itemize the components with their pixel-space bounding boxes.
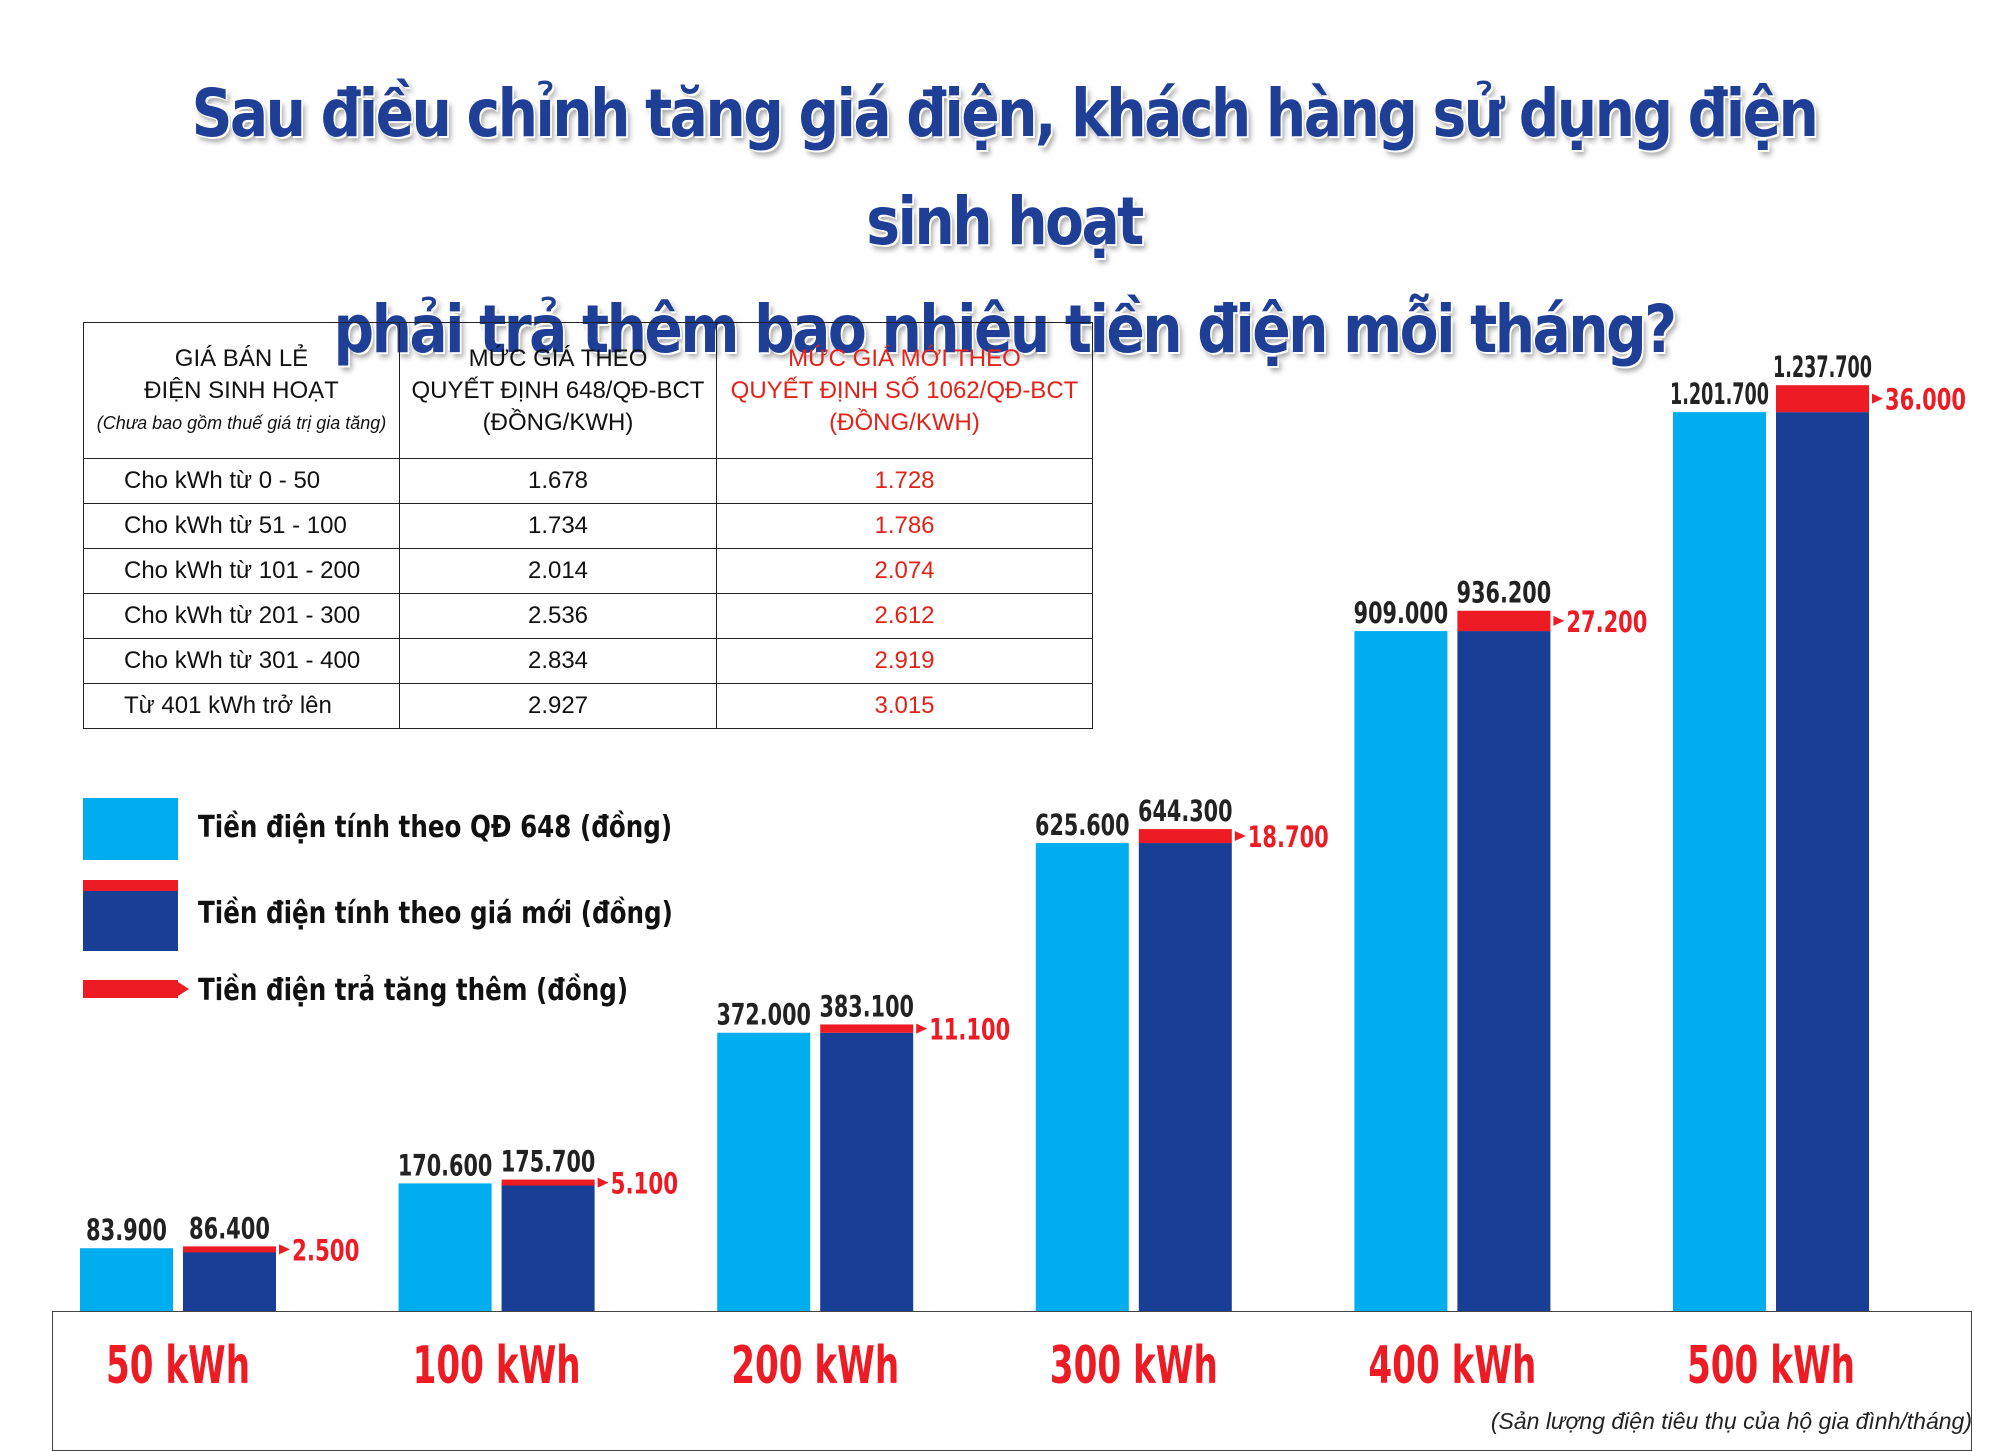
bar-increase (501, 1179, 595, 1186)
row-label: Cho kWh từ 0 - 50 (83, 458, 400, 504)
data-label-new: 86.400 (189, 1211, 270, 1245)
category-label: 300 kWh (1050, 1336, 1218, 1396)
data-label-old: 83.900 (86, 1213, 167, 1247)
row-new-price: 1.728 (716, 458, 1093, 504)
category-label: 400 kWh (1368, 1336, 1536, 1396)
bar-increase (183, 1246, 276, 1253)
row-old-price: 1.734 (399, 503, 717, 549)
data-label-increase: 5.100 (611, 1167, 679, 1201)
bar-old (1673, 412, 1766, 1311)
bar-old (717, 1032, 811, 1311)
increase-arrow-icon (279, 1244, 290, 1255)
header-tier-line2: ĐIỆN SINH HOẠT (144, 376, 339, 404)
title-line-1: Sau điều chỉnh tăng giá điện, khách hàng… (191, 75, 1819, 260)
header-cell-old-price: MỨC GIÁ THEO QUYẾT ĐỊNH 648/QĐ-BCT (ĐỒNG… (399, 322, 717, 459)
header-tier-line1: GIÁ BÁN LẺ (174, 344, 309, 372)
bar-old (1354, 631, 1448, 1311)
row-old-price: 2.536 (399, 593, 717, 639)
header-cell-new-price: MỨC GIÁ MỚI THEO QUYẾT ĐỊNH SỐ 1062/QĐ-B… (716, 322, 1093, 459)
legend-label-new: Tiền điện tính theo giá mới (đồng) (198, 896, 673, 931)
bar-old (80, 1248, 173, 1311)
row-label: Cho kWh từ 301 - 400 (83, 638, 400, 684)
row-old-price: 1.678 (399, 458, 717, 504)
table-row: Cho kWh từ 101 - 200 2.014 2.074 (83, 548, 1093, 594)
row-label: Cho kWh từ 51 - 100 (83, 503, 400, 549)
row-old-price: 2.927 (399, 683, 717, 729)
table-row: Từ 401 kWh trở lên 2.927 3.015 (83, 683, 1093, 729)
legend-swatch-new-top (83, 880, 178, 891)
x-axis-label: (Sản lượng điện tiêu thụ của hộ gia đình… (1490, 1408, 1972, 1434)
header-new-line3: (ĐỒNG/KWH) (829, 408, 980, 436)
category-label: 50 kWh (106, 1336, 250, 1396)
table-header-row: GIÁ BÁN LẺ ĐIỆN SINH HOẠT (Chưa bao gồm … (83, 322, 1093, 459)
increase-arrow-icon (597, 1177, 609, 1188)
data-label-new: 644.300 (1138, 794, 1233, 828)
data-label-new: 175.700 (501, 1145, 596, 1179)
row-label: Cho kWh từ 101 - 200 (83, 548, 400, 594)
category-label: 200 kWh (731, 1336, 899, 1396)
data-label-old: 170.600 (398, 1148, 493, 1182)
data-label-new: 383.100 (819, 989, 914, 1023)
row-new-price: 1.786 (716, 503, 1093, 549)
header-old-line3: (ĐỒNG/KWH) (482, 408, 634, 436)
increase-arrow-icon (1553, 615, 1565, 626)
bar-new (183, 1248, 276, 1311)
bar-increase (820, 1024, 914, 1033)
legend-arrow-icon (178, 982, 189, 996)
row-new-price: 2.919 (716, 638, 1093, 684)
bar-new (1776, 412, 1869, 1311)
data-label-old: 372.000 (716, 998, 811, 1032)
row-old-price: 2.014 (399, 548, 717, 594)
table-row: Cho kWh từ 51 - 100 1.734 1.786 (83, 503, 1093, 549)
legend-label-increase: Tiền điện trả tăng thêm (đồng) (198, 973, 629, 1008)
data-label-increase: 36.000 (1885, 383, 1966, 417)
bar-new (820, 1032, 914, 1311)
category-label: 100 kWh (413, 1336, 581, 1396)
bar-new (1457, 631, 1551, 1311)
table-row: Cho kWh từ 301 - 400 2.834 2.919 (83, 638, 1093, 684)
row-new-price: 2.074 (716, 548, 1093, 594)
table-row: Cho kWh từ 0 - 50 1.678 1.728 (83, 458, 1093, 504)
bar-increase (1138, 829, 1232, 844)
legend-swatch-old (83, 798, 178, 860)
data-label-old: 1.201.700 (1670, 377, 1769, 411)
header-new-line2: QUYẾT ĐỊNH SỐ 1062/QĐ-BCT (730, 376, 1079, 404)
data-label-new: 936.200 (1457, 576, 1552, 610)
increase-arrow-icon (1872, 393, 1883, 404)
legend-swatch-increase (83, 980, 178, 998)
bar-old (1035, 843, 1129, 1311)
bar-increase (1776, 385, 1869, 413)
table-row: Cho kWh từ 201 - 300 2.536 2.612 (83, 593, 1093, 639)
header-old-line2: QUYẾT ĐỊNH 648/QĐ-BCT (411, 376, 705, 404)
legend-swatch-new (83, 891, 178, 951)
bar-new (1138, 843, 1232, 1311)
row-label: Từ 401 kWh trở lên (83, 683, 400, 729)
header-new-line1: MỨC GIÁ MỚI THEO (788, 344, 1021, 372)
increase-arrow-icon (1234, 831, 1246, 842)
header-old-line1: MỨC GIÁ THEO (468, 344, 648, 372)
data-label-increase: 2.500 (292, 1233, 360, 1267)
increase-arrow-icon (916, 1023, 928, 1034)
header-tier-note: (Chưa bao gồm thuế giá trị gia tăng) (96, 412, 387, 433)
legend-label-old: Tiền điện tính theo QĐ 648 (đồng) (198, 810, 673, 845)
data-label-old: 909.000 (1354, 596, 1449, 630)
header-cell-tier: GIÁ BÁN LẺ ĐIỆN SINH HOẠT (Chưa bao gồm … (83, 322, 400, 459)
price-table: GIÁ BÁN LẺ ĐIỆN SINH HOẠT (Chưa bao gồm … (83, 322, 1093, 729)
row-new-price: 3.015 (716, 683, 1093, 729)
bar-new (501, 1183, 595, 1311)
category-label: 500 kWh (1687, 1336, 1855, 1396)
bar-increase (1457, 610, 1551, 632)
data-label-old: 625.600 (1035, 808, 1130, 842)
data-label-increase: 27.200 (1566, 605, 1647, 639)
data-label-increase: 18.700 (1248, 820, 1329, 854)
data-label-increase: 11.100 (929, 1013, 1010, 1047)
bar-old (398, 1183, 492, 1311)
data-label-new: 1.237.700 (1773, 350, 1872, 384)
row-label: Cho kWh từ 201 - 300 (83, 593, 400, 639)
